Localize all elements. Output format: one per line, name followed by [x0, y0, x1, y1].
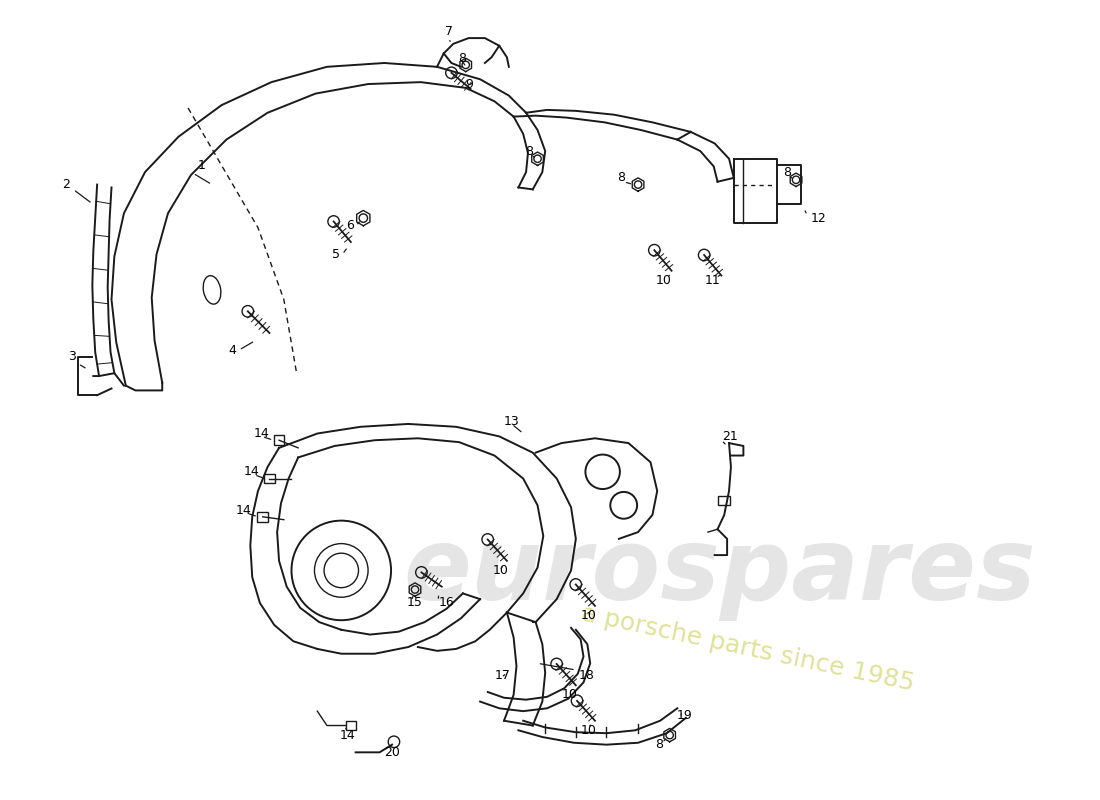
Text: 19: 19	[676, 710, 692, 722]
Text: 10: 10	[561, 688, 578, 702]
Text: 17: 17	[495, 670, 510, 682]
Bar	[718, 496, 730, 506]
Text: 6: 6	[346, 219, 354, 232]
Text: 14: 14	[243, 466, 260, 478]
Text: a porsche parts since 1985: a porsche parts since 1985	[580, 602, 917, 696]
Bar	[345, 721, 356, 730]
Text: 7: 7	[444, 25, 453, 38]
Text: eurospares: eurospares	[403, 524, 1036, 621]
Text: 10: 10	[656, 274, 671, 287]
Text: 9: 9	[465, 78, 474, 90]
Text: 15: 15	[406, 597, 422, 610]
Bar	[274, 435, 284, 445]
Text: 18: 18	[579, 670, 595, 682]
Text: 8: 8	[783, 166, 792, 178]
Text: 20: 20	[384, 746, 400, 759]
Text: 21: 21	[723, 430, 738, 443]
Text: 13: 13	[504, 414, 520, 427]
Text: 10: 10	[581, 609, 596, 622]
Text: 8: 8	[656, 738, 663, 751]
Text: 10: 10	[493, 564, 508, 577]
Text: 14: 14	[253, 427, 268, 440]
Bar	[264, 474, 275, 483]
Text: 1: 1	[198, 159, 206, 172]
Bar	[257, 512, 268, 522]
Text: 2: 2	[62, 178, 69, 191]
Text: 8: 8	[458, 52, 466, 65]
Text: 8: 8	[617, 171, 625, 184]
Text: 16: 16	[439, 597, 454, 610]
Text: 4: 4	[229, 344, 236, 357]
Text: 10: 10	[581, 724, 596, 737]
Text: 8: 8	[525, 145, 533, 158]
Text: 5: 5	[332, 248, 340, 261]
Text: 11: 11	[705, 274, 720, 287]
Text: 12: 12	[811, 211, 826, 225]
Text: 3: 3	[68, 350, 76, 363]
Text: 14: 14	[236, 504, 252, 517]
Text: 14: 14	[340, 729, 355, 742]
